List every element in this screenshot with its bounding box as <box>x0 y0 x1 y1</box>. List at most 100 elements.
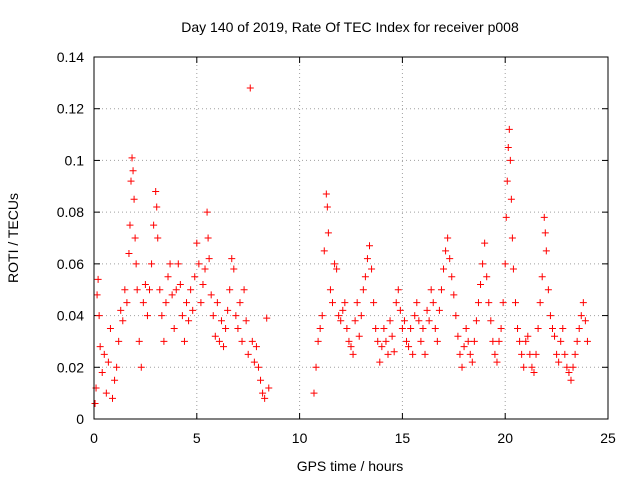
data-point <box>548 325 556 332</box>
data-point <box>121 286 129 294</box>
data-point <box>516 337 524 345</box>
plot-frame <box>93 56 609 420</box>
data-point <box>230 265 238 273</box>
data-point <box>491 350 499 358</box>
x-tick-label: 25 <box>600 430 616 446</box>
data-point <box>569 363 577 371</box>
data-point <box>343 325 351 332</box>
axis-ticks: 0 5 10 15 20 25 0 0.02 0.04 0.06 0.08 0.1 0.12 0.14 <box>57 49 616 446</box>
y-tick-label: 0.12 <box>57 101 84 117</box>
data-point <box>551 332 559 340</box>
data-point <box>146 286 154 294</box>
data-point <box>320 247 328 255</box>
data-point <box>357 312 365 320</box>
data-point <box>421 350 429 358</box>
x-tick-label: 0 <box>90 430 98 446</box>
data-point <box>228 255 236 263</box>
data-point <box>374 337 382 345</box>
data-point <box>132 260 140 268</box>
data-point <box>109 394 117 402</box>
data-point <box>242 317 250 325</box>
data-point <box>450 291 458 299</box>
data-point <box>263 314 271 322</box>
data-point <box>502 213 510 221</box>
y-tick-label: 0 <box>76 411 84 427</box>
data-point <box>493 358 501 366</box>
data-point <box>392 299 400 307</box>
grid-lines <box>94 57 608 419</box>
data-point <box>111 376 119 384</box>
data-point <box>427 286 435 294</box>
data-point <box>394 286 402 294</box>
data-point <box>557 337 565 345</box>
x-tick-label: 20 <box>497 430 513 446</box>
data-point <box>137 363 145 371</box>
data-point <box>382 337 390 345</box>
data-point <box>555 358 563 366</box>
data-point <box>583 337 591 345</box>
data-point <box>368 265 376 273</box>
data-point <box>351 317 359 325</box>
y-tick-label: 0.02 <box>57 359 84 375</box>
data-point <box>442 247 450 255</box>
data-point <box>508 234 516 242</box>
data-point <box>127 177 135 185</box>
data-point <box>174 260 182 268</box>
data-point <box>541 229 549 237</box>
data-point <box>534 325 542 332</box>
data-point <box>318 312 326 320</box>
data-point <box>579 299 587 307</box>
data-point <box>398 325 406 332</box>
data-point <box>183 299 191 307</box>
data-point <box>254 363 262 371</box>
data-point <box>411 312 419 320</box>
data-point <box>546 312 554 320</box>
data-point <box>252 343 260 351</box>
data-point <box>506 156 514 164</box>
data-point <box>323 203 331 211</box>
data-point <box>207 291 215 299</box>
data-point <box>464 337 472 345</box>
data-point <box>524 332 532 340</box>
data-point <box>337 317 345 325</box>
data-point <box>345 337 353 345</box>
data-point <box>331 260 339 268</box>
data-point <box>366 242 374 250</box>
x-tick-label: 5 <box>193 430 201 446</box>
data-point <box>176 281 184 289</box>
x-tick-label: 15 <box>395 430 411 446</box>
data-point <box>314 337 322 345</box>
data-point <box>95 312 103 320</box>
data-point <box>446 255 454 263</box>
data-point <box>143 312 151 320</box>
data-point <box>156 286 164 294</box>
data-points <box>91 84 591 407</box>
data-point <box>388 332 396 340</box>
data-point <box>240 286 248 294</box>
data-point <box>113 363 121 371</box>
data-point <box>222 325 230 332</box>
data-point <box>203 208 211 216</box>
y-tick-label: 0.08 <box>57 204 84 220</box>
data-point <box>520 363 528 371</box>
data-point <box>316 325 324 332</box>
data-point <box>123 299 131 307</box>
data-point <box>154 234 162 242</box>
data-point <box>211 332 219 340</box>
data-point <box>444 234 452 242</box>
data-point <box>540 213 548 221</box>
data-point <box>413 299 421 307</box>
data-point <box>347 343 355 351</box>
data-point <box>363 255 371 263</box>
data-point <box>433 337 441 345</box>
data-point <box>141 281 149 289</box>
data-point <box>380 325 388 332</box>
data-point <box>485 299 493 307</box>
data-point <box>386 317 394 325</box>
data-point <box>415 317 423 325</box>
data-point <box>265 384 273 392</box>
data-point <box>312 363 320 371</box>
data-point <box>104 358 112 366</box>
data-point <box>106 325 114 332</box>
